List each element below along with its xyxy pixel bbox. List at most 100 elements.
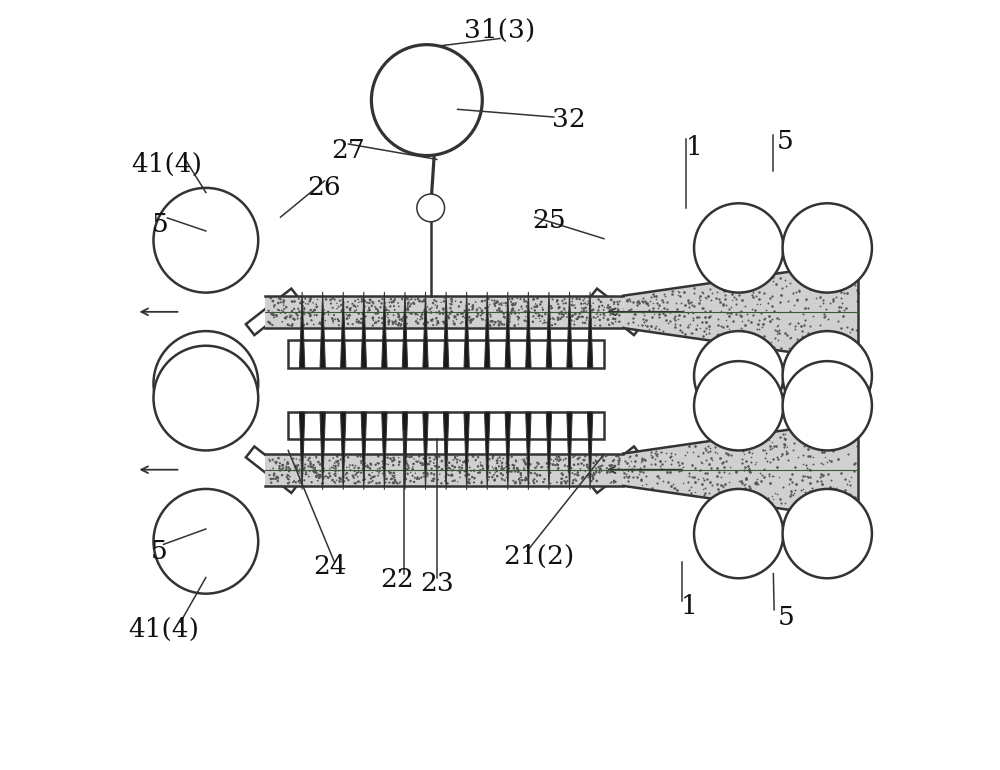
Point	[296, 308, 312, 320]
Point	[579, 299, 595, 311]
Point	[534, 310, 550, 323]
Point	[721, 310, 737, 322]
Point	[508, 455, 524, 467]
Point	[532, 315, 548, 327]
Point	[743, 335, 759, 347]
Point	[303, 457, 319, 470]
Text: 32: 32	[552, 107, 586, 132]
Point	[266, 469, 282, 481]
Point	[543, 454, 559, 466]
Point	[491, 303, 507, 315]
Polygon shape	[320, 292, 325, 368]
Point	[318, 293, 334, 306]
Point	[530, 307, 546, 320]
Point	[380, 319, 396, 331]
Point	[606, 454, 622, 466]
Point	[421, 303, 437, 316]
Point	[551, 455, 567, 467]
Point	[495, 474, 511, 486]
Point	[831, 329, 847, 341]
Point	[361, 468, 377, 480]
Point	[383, 467, 399, 479]
Point	[733, 322, 749, 334]
Point	[715, 328, 731, 340]
Point	[581, 462, 597, 474]
Point	[786, 270, 802, 283]
Point	[575, 316, 591, 329]
Point	[475, 463, 491, 475]
Point	[789, 496, 805, 508]
Point	[301, 460, 317, 473]
Point	[287, 460, 303, 473]
Point	[762, 314, 778, 326]
Point	[788, 286, 804, 298]
Point	[751, 323, 767, 335]
Point	[539, 457, 555, 470]
Point	[713, 304, 729, 316]
Point	[551, 462, 567, 474]
Point	[622, 450, 638, 462]
Point	[262, 469, 278, 481]
Point	[825, 328, 841, 340]
Point	[303, 292, 319, 304]
Point	[329, 450, 345, 463]
Point	[309, 293, 325, 306]
Point	[648, 449, 664, 461]
Point	[648, 320, 664, 332]
Point	[816, 446, 832, 458]
Point	[473, 302, 489, 314]
Point	[277, 454, 293, 466]
Point	[799, 494, 815, 507]
Point	[578, 302, 594, 314]
Point	[650, 470, 666, 483]
Point	[575, 316, 591, 329]
Point	[511, 307, 527, 320]
Point	[262, 455, 278, 467]
Point	[795, 458, 811, 470]
Point	[501, 313, 517, 325]
Point	[543, 300, 559, 313]
Point	[346, 300, 362, 312]
Point	[264, 319, 280, 331]
Point	[597, 450, 613, 463]
Point	[609, 296, 625, 308]
Point	[420, 457, 436, 470]
Point	[316, 465, 332, 477]
Point	[589, 308, 605, 320]
Point	[443, 298, 459, 310]
Point	[668, 297, 684, 310]
Point	[495, 469, 511, 481]
Point	[716, 285, 732, 297]
Bar	[288, 412, 604, 439]
Point	[266, 456, 282, 468]
Point	[266, 300, 282, 312]
Point	[696, 474, 712, 486]
Point	[781, 478, 797, 490]
Point	[279, 457, 295, 470]
Point	[567, 308, 583, 320]
Point	[830, 453, 846, 465]
Point	[370, 307, 386, 320]
Point	[519, 473, 535, 485]
Point	[587, 320, 603, 332]
Point	[362, 476, 378, 488]
Point	[541, 452, 557, 464]
Point	[306, 466, 322, 478]
Point	[381, 305, 397, 317]
Point	[275, 459, 291, 471]
Point	[416, 318, 432, 330]
Point	[457, 455, 473, 467]
Point	[381, 477, 397, 489]
Point	[755, 435, 771, 447]
Point	[707, 446, 723, 458]
Point	[680, 307, 696, 320]
Point	[391, 309, 407, 321]
Point	[525, 316, 541, 328]
Point	[681, 484, 697, 497]
Point	[612, 452, 628, 464]
Point	[519, 474, 535, 486]
Point	[625, 316, 641, 329]
Point	[720, 450, 736, 462]
Point	[709, 478, 725, 490]
Point	[751, 490, 767, 503]
